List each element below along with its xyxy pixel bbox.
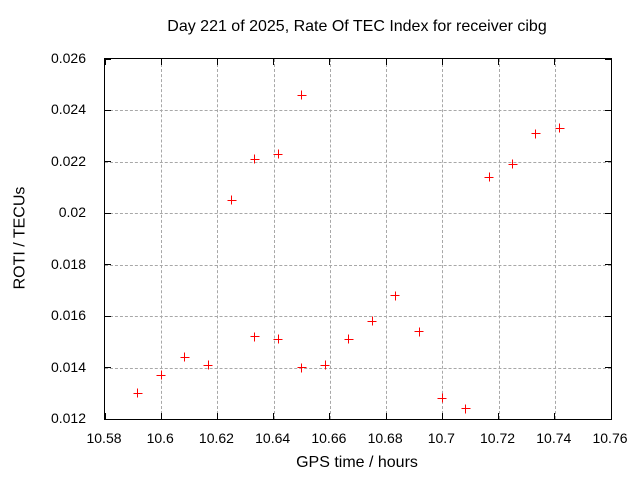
tick-mark-top — [329, 59, 331, 65]
data-point-marker — [297, 363, 306, 372]
tick-mark-bottom — [441, 413, 443, 419]
x-tick-label: 10.6 — [146, 430, 174, 446]
gridline-vertical — [554, 59, 556, 419]
tick-mark-top — [441, 59, 443, 65]
tick-mark-left — [105, 161, 111, 163]
tick-mark-top — [554, 59, 556, 65]
tick-mark-left — [105, 367, 111, 369]
gridline-horizontal — [105, 367, 611, 369]
gridline-vertical — [498, 59, 500, 419]
tick-mark-top — [104, 59, 106, 65]
data-point-marker — [415, 327, 424, 336]
y-tick-label: 0.018 — [50, 255, 86, 272]
x-tick-label: 10.68 — [367, 430, 403, 446]
tick-mark-left — [105, 58, 111, 60]
data-point-marker — [250, 332, 259, 341]
gridline-vertical — [329, 59, 331, 419]
tick-mark-left — [105, 264, 111, 266]
data-point-marker — [438, 394, 447, 403]
x-tick-label: 10.74 — [536, 430, 572, 446]
gridline-vertical — [273, 59, 275, 419]
tick-mark-top — [385, 59, 387, 65]
gridline-vertical — [217, 59, 219, 419]
gridline-vertical — [386, 59, 388, 419]
y-tick-label: 0.012 — [50, 410, 86, 426]
tick-mark-left — [105, 418, 111, 420]
tick-mark-bottom — [554, 413, 556, 419]
tick-mark-top — [216, 59, 218, 65]
data-point-marker — [555, 124, 564, 133]
data-point-marker — [461, 404, 470, 413]
chart-title: Day 221 of 2025, Rate Of TEC Index for r… — [167, 18, 547, 35]
tick-mark-bottom — [104, 413, 106, 419]
tick-mark-left — [105, 109, 111, 111]
tick-mark-top — [160, 59, 162, 65]
tick-mark-right — [605, 58, 611, 60]
tick-mark-right — [605, 161, 611, 163]
y-tick-label: 0.016 — [50, 307, 86, 324]
gridline-horizontal — [105, 110, 611, 112]
tick-mark-bottom — [216, 413, 218, 419]
gridline-horizontal — [105, 161, 611, 163]
y-tick-label: 0.024 — [50, 101, 86, 118]
data-point-marker — [485, 173, 494, 182]
data-point-marker — [391, 291, 400, 300]
tick-mark-right — [605, 367, 611, 369]
data-point-marker — [344, 335, 353, 344]
gridline-horizontal — [105, 316, 611, 318]
data-point-marker — [157, 371, 166, 380]
tick-mark-left — [105, 315, 111, 317]
x-tick-label: 10.62 — [198, 430, 234, 446]
data-point-marker — [508, 160, 517, 169]
tick-mark-bottom — [273, 413, 275, 419]
data-point-marker — [180, 353, 189, 362]
tick-mark-right — [605, 315, 611, 317]
tick-mark-left — [105, 212, 111, 214]
plot-area — [104, 58, 612, 420]
tick-mark-right — [605, 264, 611, 266]
tick-mark-top — [498, 59, 500, 65]
data-point-marker — [227, 196, 236, 205]
data-point-marker — [368, 317, 377, 326]
gridline-horizontal — [105, 213, 611, 215]
y-tick-label: 0.014 — [50, 358, 86, 375]
data-point-marker — [133, 389, 142, 398]
tick-mark-right — [605, 212, 611, 214]
data-point-marker — [274, 150, 283, 159]
data-point-marker — [531, 129, 540, 138]
data-point-marker — [274, 335, 283, 344]
x-tick-label: 10.58 — [86, 430, 122, 446]
tick-mark-top — [610, 59, 612, 65]
data-point-marker — [321, 361, 330, 370]
tick-mark-bottom — [385, 413, 387, 419]
tick-mark-top — [273, 59, 275, 65]
tick-mark-bottom — [329, 413, 331, 419]
tick-mark-bottom — [498, 413, 500, 419]
tick-mark-right — [605, 109, 611, 111]
tick-mark-bottom — [610, 413, 612, 419]
gridline-vertical — [161, 59, 163, 419]
y-tick-labels: 0.012 0.014 0.016 0.018 0.02 0.022 0.024 0.026 — [0, 50, 86, 426]
data-point-marker — [250, 155, 259, 164]
y-tick-label: 0.022 — [50, 152, 86, 169]
x-tick-label: 10.7 — [427, 430, 455, 446]
gridline-vertical — [442, 59, 444, 419]
x-tick-label: 10.66 — [311, 430, 347, 446]
tick-mark-right — [605, 418, 611, 420]
gridline-horizontal — [105, 264, 611, 266]
y-tick-label: 0.02 — [58, 204, 86, 221]
x-tick-label: 10.76 — [592, 430, 628, 446]
x-tick-label: 10.72 — [480, 430, 516, 446]
data-point-marker — [297, 91, 306, 100]
data-point-marker — [204, 361, 213, 370]
x-tick-label: 10.64 — [255, 430, 291, 446]
y-tick-label: 0.026 — [50, 50, 86, 66]
tick-mark-bottom — [160, 413, 162, 419]
x-axis-label: GPS time / hours — [296, 454, 418, 471]
x-tick-labels: 10.58 10.6 10.62 10.64 10.66 10.68 10.7 10.72 10… — [86, 430, 627, 448]
